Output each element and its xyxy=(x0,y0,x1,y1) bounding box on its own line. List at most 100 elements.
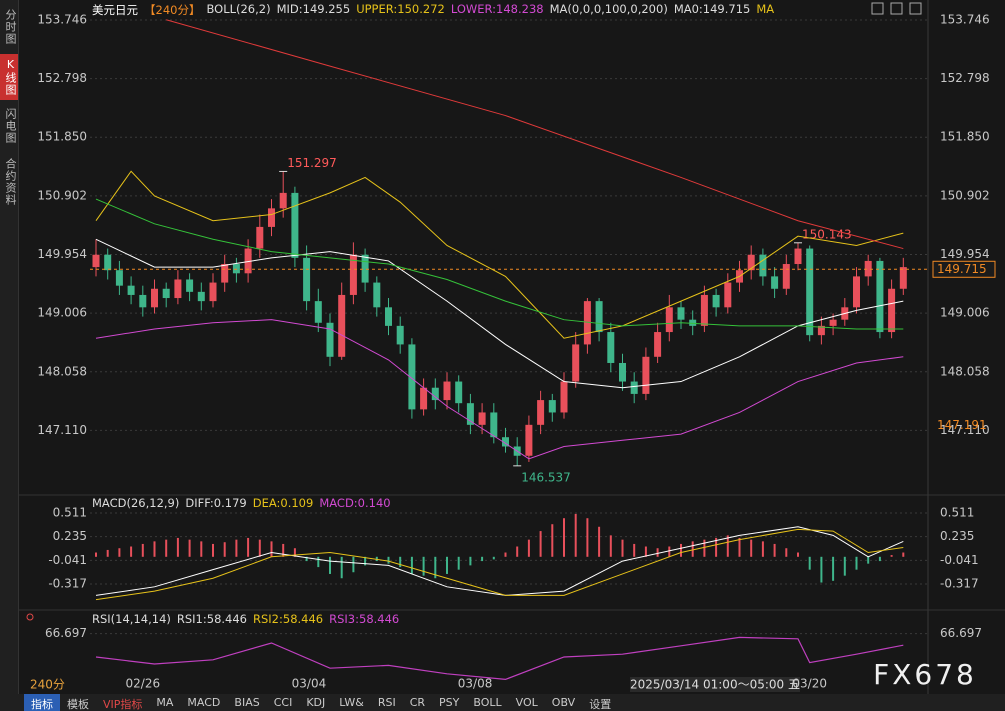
candle-body xyxy=(724,282,732,308)
macd-bar xyxy=(317,556,320,568)
legend-item: MID:149.255 xyxy=(276,2,351,16)
y-tick-label: 149.006 xyxy=(37,306,87,320)
toolbar-tab[interactable]: OBV xyxy=(551,696,576,709)
y-tick-label: 151.850 xyxy=(940,130,990,144)
macd-bar xyxy=(446,556,448,574)
macd-bar xyxy=(539,531,542,557)
panel-legend: MACD(26,12,9) DIFF:0.179 DEA:0.109 MACD:0.1… xyxy=(92,496,391,510)
toolbar-tab[interactable]: LW& xyxy=(339,696,364,709)
candle-body xyxy=(654,332,662,357)
macd-bar xyxy=(352,556,355,573)
candle-body xyxy=(876,260,884,333)
candle-body xyxy=(361,254,369,283)
toolbar-tab[interactable]: BOLL xyxy=(473,696,502,709)
macd-bar xyxy=(574,513,577,557)
cursor-price-label: 147.191 xyxy=(937,418,987,432)
y-tick-label: 151.850 xyxy=(37,130,87,144)
macd-bar xyxy=(130,546,133,557)
macd-bar xyxy=(95,552,97,557)
toolbar-tab[interactable]: MACD xyxy=(187,696,221,709)
toolbar-tab[interactable]: 模板 xyxy=(67,698,89,711)
legend-item: BOLL(26,2) xyxy=(206,2,271,16)
candle-body xyxy=(326,322,334,357)
macd-bar xyxy=(867,556,870,564)
y-tick-label: 153.746 xyxy=(940,12,990,26)
macd-bar xyxy=(551,524,554,557)
candle-body xyxy=(303,257,311,302)
y-tick-label: -0.041 xyxy=(48,553,87,567)
macd-bar xyxy=(364,556,367,566)
side-tab[interactable]: 合约资料 xyxy=(4,158,17,206)
x-tick-label: 03/04 xyxy=(292,677,327,691)
candle-body xyxy=(572,344,580,382)
candle-body xyxy=(619,362,626,382)
candle-body xyxy=(455,381,463,404)
candle-body xyxy=(665,307,673,333)
annotation-label: 146.537 xyxy=(521,470,571,484)
window-buttons[interactable] xyxy=(871,2,922,15)
cursor-time-box xyxy=(630,677,800,692)
legend-item: 【240分】 xyxy=(144,3,201,17)
candle-body xyxy=(197,291,205,302)
candle-body xyxy=(771,276,779,289)
macd-bar xyxy=(387,556,390,564)
toolbar-tab[interactable]: 设置 xyxy=(589,698,612,711)
macd-bar xyxy=(212,543,214,557)
y-tick-label: 153.746 xyxy=(37,12,87,26)
last-price-tag xyxy=(932,260,996,278)
y-tick-label: 152.798 xyxy=(940,71,990,85)
y-tick-label: 147.110 xyxy=(940,423,990,437)
candle-body xyxy=(373,282,381,308)
macd-bar xyxy=(656,548,659,557)
side-tab[interactable]: K线图 xyxy=(0,54,18,100)
macd-bar xyxy=(118,548,121,557)
candle-body xyxy=(92,254,100,268)
toolbar-tab[interactable]: CCI xyxy=(273,696,293,709)
settings-dot[interactable] xyxy=(26,613,34,621)
macd-bar xyxy=(282,543,285,557)
toolbar-tab[interactable]: BIAS xyxy=(234,696,260,709)
side-tab[interactable]: 闪电图 xyxy=(4,108,17,144)
macd-bar xyxy=(153,541,156,557)
macd-bar xyxy=(399,556,402,568)
candle-body xyxy=(385,307,392,326)
side-tab[interactable]: 分时图 xyxy=(4,9,17,45)
legend-item: MACD(26,12,9) xyxy=(92,496,180,510)
y-tick-label: 147.110 xyxy=(37,423,87,437)
candle-body xyxy=(525,424,533,456)
y-tick-label: 149.954 xyxy=(37,247,87,261)
legend-item: MA0:149.715 xyxy=(673,2,751,16)
macd-bar xyxy=(247,537,250,557)
macd-bar xyxy=(797,552,799,557)
indicator-line xyxy=(95,526,904,596)
candle-body xyxy=(806,248,814,336)
toolbar-tab[interactable]: RSI xyxy=(377,696,396,709)
candle-body xyxy=(209,282,217,302)
candle-body xyxy=(408,344,416,410)
y-tick-label: 66.697 xyxy=(45,626,87,640)
toolbar-tab[interactable]: VOL xyxy=(515,696,538,709)
macd-bar xyxy=(223,542,226,557)
legend-item: MA(0,0,0,100,0,200) xyxy=(549,2,668,16)
candle-body xyxy=(279,192,287,209)
x-tick-label: 03/08 xyxy=(458,677,493,691)
macd-bar xyxy=(761,541,764,557)
macd-bar xyxy=(586,518,589,557)
legend-item: DIFF:0.179 xyxy=(185,496,247,510)
macd-bar xyxy=(516,546,519,557)
macd-bar xyxy=(305,556,308,562)
macd-bar xyxy=(492,556,495,560)
toolbar-tab[interactable]: KDJ xyxy=(306,696,326,709)
toolbar-tab[interactable]: MA xyxy=(156,696,174,709)
candle-body xyxy=(115,270,123,286)
macd-bar xyxy=(293,548,296,557)
candle-body xyxy=(630,381,638,394)
legend-item: RSI(14,14,14) xyxy=(92,612,171,626)
toolbar-tab[interactable]: 指标 xyxy=(24,694,60,711)
toolbar-tab[interactable]: VIP指标 xyxy=(103,698,143,711)
toolbar-tab[interactable]: PSY xyxy=(439,696,460,709)
toolbar-tab[interactable]: CR xyxy=(409,696,426,709)
macd-bar xyxy=(200,541,203,557)
x-tick-label: 02/26 xyxy=(126,677,161,691)
